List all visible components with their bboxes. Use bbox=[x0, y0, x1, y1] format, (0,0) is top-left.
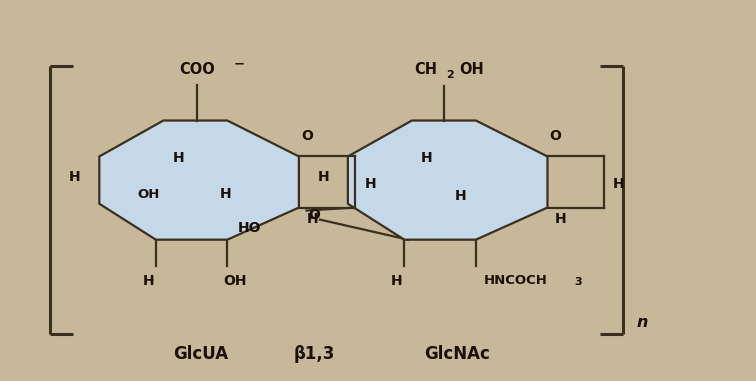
Text: OH: OH bbox=[460, 62, 484, 77]
Text: H: H bbox=[391, 274, 403, 288]
Text: H: H bbox=[318, 170, 329, 184]
Text: H: H bbox=[172, 151, 184, 165]
Text: OH: OH bbox=[223, 274, 246, 288]
Text: GlcNAc: GlcNAc bbox=[424, 344, 490, 363]
Text: HNCOCH: HNCOCH bbox=[483, 274, 547, 287]
Text: CH: CH bbox=[414, 62, 437, 77]
Text: H: H bbox=[364, 177, 376, 191]
Text: O: O bbox=[550, 129, 562, 142]
Polygon shape bbox=[348, 120, 547, 240]
Text: n: n bbox=[637, 315, 648, 330]
Text: H: H bbox=[69, 170, 80, 184]
Text: H: H bbox=[142, 274, 154, 288]
Text: 3: 3 bbox=[574, 277, 581, 288]
Text: H: H bbox=[613, 177, 624, 191]
Text: H: H bbox=[555, 212, 567, 226]
Text: H: H bbox=[220, 187, 231, 201]
Text: 2: 2 bbox=[446, 70, 454, 80]
Text: H: H bbox=[455, 189, 466, 203]
Text: HO: HO bbox=[237, 221, 262, 235]
Text: GlcUA: GlcUA bbox=[173, 344, 228, 363]
Text: β1,3: β1,3 bbox=[293, 344, 335, 363]
Polygon shape bbox=[99, 120, 299, 240]
Text: O: O bbox=[308, 208, 320, 222]
Text: OH: OH bbox=[137, 188, 160, 201]
Text: H: H bbox=[306, 212, 318, 226]
Text: H: H bbox=[421, 151, 432, 165]
Text: −: − bbox=[234, 57, 244, 70]
Text: O: O bbox=[301, 129, 313, 142]
Text: COO: COO bbox=[179, 62, 215, 77]
